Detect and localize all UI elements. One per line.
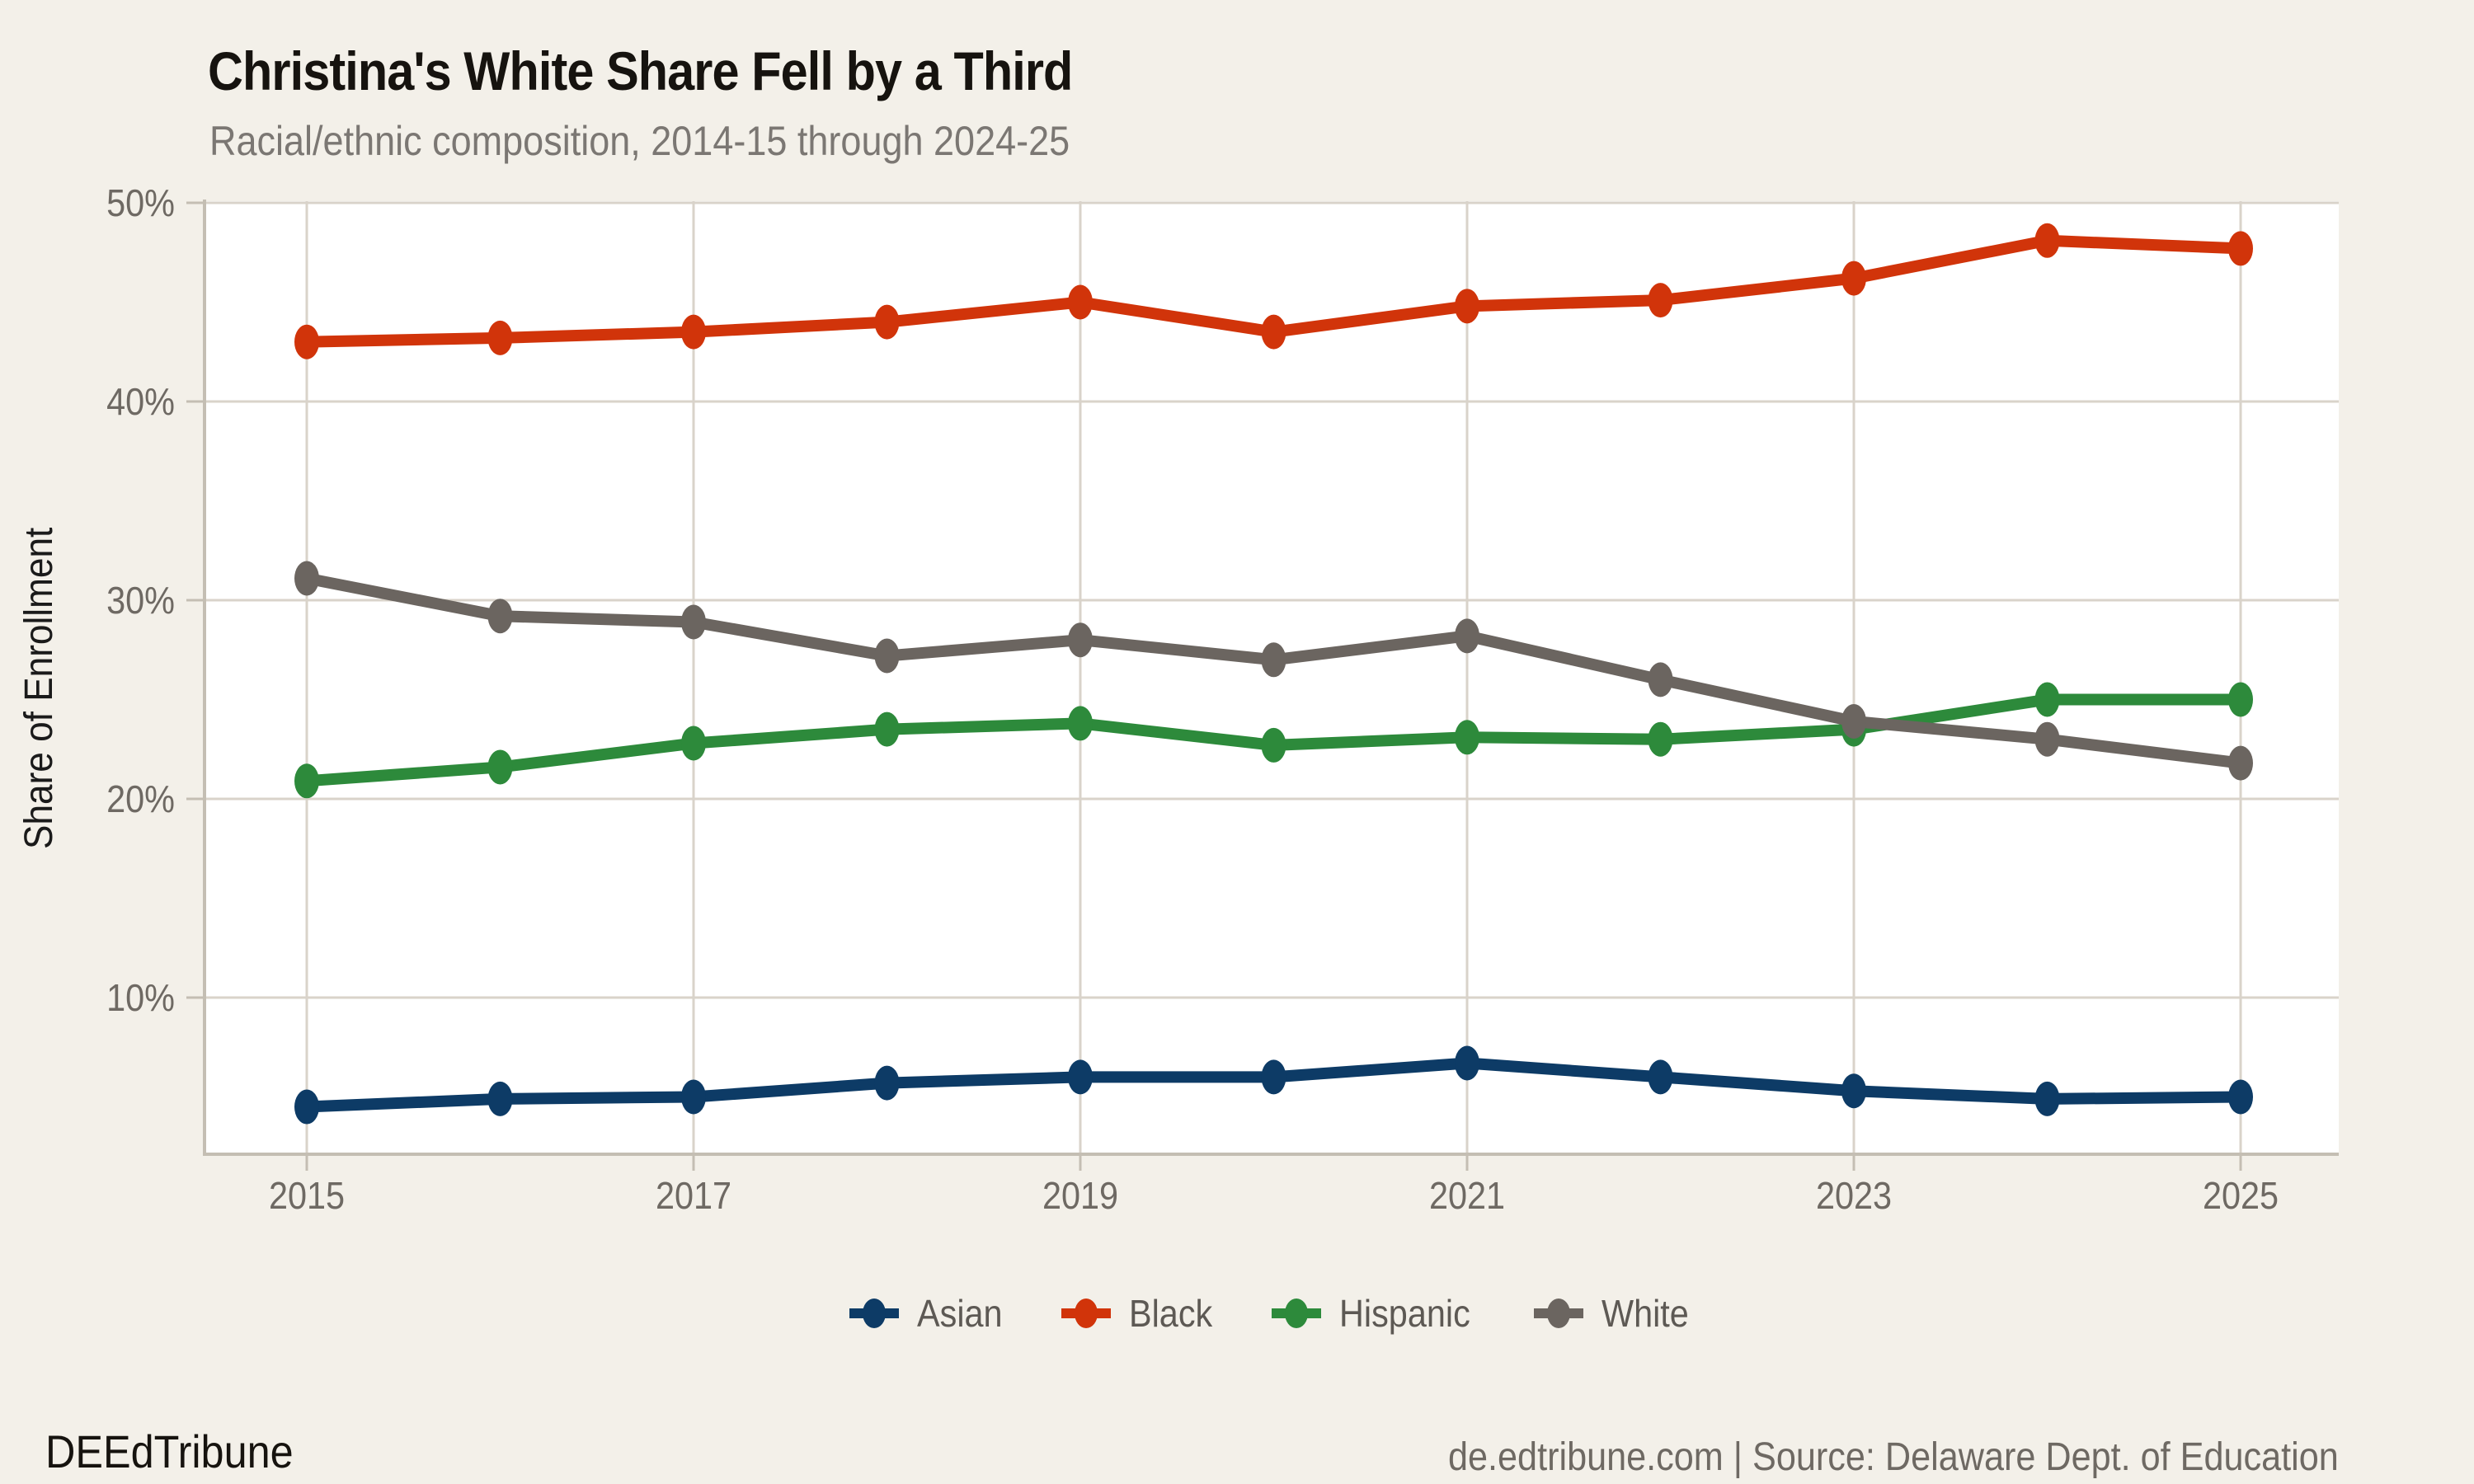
data-point-black-2018: [874, 304, 900, 340]
data-point-white-2022: [1648, 662, 1673, 697]
legend-item-asian: Asian: [846, 1291, 1012, 1336]
data-point-asian-2024: [2034, 1081, 2060, 1116]
x-tick-label: 2021: [1429, 1175, 1505, 1218]
data-point-asian-2018: [874, 1065, 900, 1101]
legend-label-hispanic: Hispanic: [1338, 1292, 1470, 1335]
y-tick-label: 50%: [106, 182, 175, 225]
data-point-hispanic-2016: [487, 749, 513, 785]
y-tick-label: 30%: [106, 580, 175, 622]
y-tick-label: 40%: [106, 381, 175, 424]
source-attribution: de.edtribune.com | Source: Delaware Dept…: [1448, 1435, 2339, 1479]
data-point-black-2019: [1068, 284, 1093, 320]
legend-swatch-white: [1534, 1298, 1584, 1328]
chart-title: Christina's White Share Fell by a Third: [208, 40, 1073, 101]
data-point-hispanic-2022: [1648, 721, 1673, 757]
data-point-hispanic-2018: [874, 711, 900, 747]
data-point-asian-2022: [1648, 1059, 1673, 1095]
data-point-hispanic-2020: [1261, 727, 1286, 763]
legend-item-hispanic: Hispanic: [1268, 1291, 1484, 1336]
data-point-hispanic-2021: [1455, 720, 1479, 755]
data-point-hispanic-2017: [681, 726, 706, 761]
chart-subtitle: Racial/ethnic composition, 2014-15 throu…: [209, 118, 1070, 164]
data-point-black-2025: [2228, 231, 2253, 266]
data-point-white-2017: [681, 604, 706, 640]
data-point-hispanic-2024: [2034, 682, 2060, 717]
legend-swatch-asian: [849, 1298, 900, 1328]
data-point-asian-2021: [1455, 1045, 1479, 1081]
data-point-asian-2017: [681, 1079, 706, 1115]
legend: Asian Black Hispanic White: [205, 1291, 2340, 1336]
legend-label-white: White: [1602, 1292, 1690, 1335]
legend-swatch-hispanic: [1271, 1298, 1321, 1328]
legend-label-black: Black: [1129, 1292, 1213, 1335]
legend-swatch-black: [1061, 1298, 1112, 1328]
x-tick-label: 2017: [656, 1175, 731, 1218]
data-point-white-2024: [2034, 721, 2060, 757]
data-point-white-2020: [1261, 642, 1286, 678]
data-point-black-2020: [1261, 314, 1286, 350]
brand-logo-text: DEEdTribune: [45, 1425, 294, 1477]
y-tick-label: 20%: [106, 778, 175, 821]
y-axis-title: Share of Enrollment: [17, 527, 61, 849]
data-point-black-2015: [294, 324, 319, 359]
legend-item-white: White: [1531, 1291, 1699, 1336]
legend-item-black: Black: [1058, 1291, 1221, 1336]
data-point-hispanic-2019: [1068, 706, 1093, 741]
data-point-black-2017: [681, 314, 706, 350]
data-point-white-2016: [487, 599, 513, 634]
x-tick-label: 2023: [1816, 1175, 1892, 1218]
plot-panel: [205, 201, 2339, 1154]
legend-label-asian: Asian: [917, 1292, 1003, 1335]
data-point-black-2022: [1648, 283, 1673, 318]
x-tick-label: 2015: [269, 1175, 345, 1218]
data-point-hispanic-2025: [2228, 682, 2253, 717]
data-point-black-2024: [2034, 223, 2060, 258]
data-point-asian-2016: [487, 1081, 513, 1116]
data-point-white-2025: [2228, 745, 2253, 781]
data-point-white-2023: [1841, 704, 1866, 740]
data-point-asian-2015: [294, 1089, 319, 1125]
data-point-black-2016: [487, 320, 513, 355]
data-point-black-2023: [1841, 261, 1866, 296]
data-point-white-2019: [1068, 622, 1093, 658]
data-point-asian-2019: [1068, 1059, 1093, 1095]
data-point-white-2018: [874, 638, 900, 674]
data-point-white-2015: [294, 561, 319, 596]
data-point-asian-2020: [1261, 1059, 1286, 1095]
x-tick-label: 2019: [1042, 1175, 1118, 1218]
y-tick-label: 10%: [106, 977, 175, 1020]
data-point-asian-2025: [2228, 1079, 2253, 1115]
data-point-black-2021: [1455, 289, 1479, 324]
data-point-asian-2023: [1841, 1073, 1866, 1109]
data-point-white-2021: [1455, 618, 1479, 654]
data-point-hispanic-2015: [294, 763, 319, 799]
x-tick-label: 2025: [2203, 1175, 2279, 1218]
